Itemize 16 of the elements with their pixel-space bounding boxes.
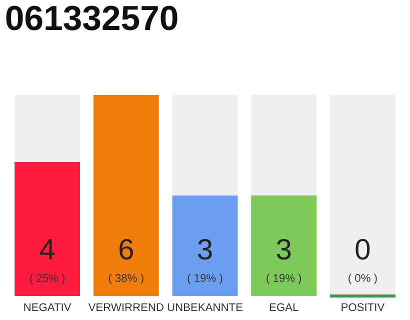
data-label: 0 bbox=[356, 238, 370, 260]
annotation: ( 25% ) bbox=[30, 274, 65, 284]
x-tick-label: VERWIRREND bbox=[88, 303, 164, 311]
data-label: 3 bbox=[276, 238, 291, 260]
data-label: 6 bbox=[120, 238, 133, 260]
annotation: ( 38% ) bbox=[108, 274, 144, 284]
x-tick-label: NEGATIV bbox=[24, 303, 72, 312]
x-tick-label: UNBEKANNTE bbox=[168, 303, 242, 312]
chart-title: 061332570 bbox=[6, 6, 178, 30]
annotation: ( 19% ) bbox=[266, 274, 302, 284]
x-tick-label: POSITIV bbox=[342, 303, 385, 312]
x-tick-label: EGAL bbox=[270, 303, 298, 312]
data-label: 3 bbox=[198, 238, 212, 260]
annotation: ( 0% ) bbox=[348, 274, 377, 284]
annotation: ( 19% ) bbox=[188, 274, 222, 284]
data-label: 4 bbox=[40, 239, 55, 260]
